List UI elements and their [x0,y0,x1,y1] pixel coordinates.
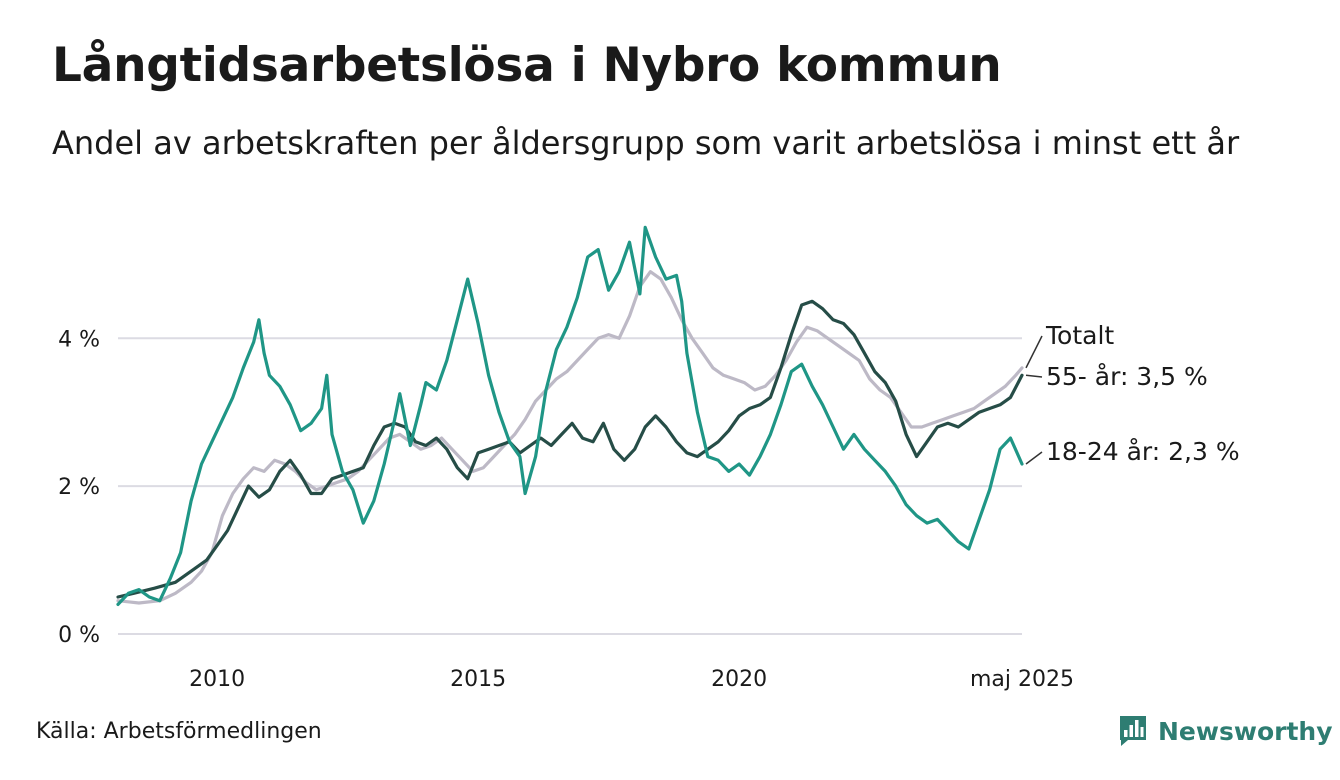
label-leader-line [1025,451,1043,465]
x-tick-label: maj 2025 [970,667,1074,692]
x-axis: 2010 2015 2020 maj 2025 [189,667,1074,692]
series-line [116,270,1024,605]
series-line [116,225,1024,606]
brand-logo: Newsworthy [1118,714,1333,748]
series-end-label: 18-24 år: 2,3 % [1046,437,1240,466]
newsworthy-logo-icon [1120,716,1146,746]
brand-name: Newsworthy [1158,716,1333,746]
y-tick-label: 0 % [58,623,100,648]
x-tick-label: 2015 [450,667,506,692]
y-tick-label: 2 % [58,475,100,500]
label-leader-line [1025,374,1043,378]
source-note: Källa: Arbetsförmedlingen [36,719,322,744]
y-tick-label: 4 % [58,327,100,352]
series-end-label: 55- år: 3,5 % [1046,362,1208,391]
series-lines [116,225,1024,606]
line-chart: 0 % 2 % 4 % 2010 2015 2020 maj 2025 Totalt 55-… [58,225,1240,692]
chart-title: Långtidsarbetslösa i Nybro kommun [52,38,1002,93]
end-labels: Totalt 55- år: 3,5 % 18-24 år: 2,3 % [1025,321,1240,466]
x-tick-label: 2020 [711,667,767,692]
y-axis: 0 % 2 % 4 % [58,327,100,648]
x-tick-label: 2010 [189,667,245,692]
label-leader-line [1025,335,1043,369]
gridlines [118,337,1022,635]
series-end-label: Totalt [1045,321,1114,350]
chart-subtitle: Andel av arbetskraften per åldersgrupp s… [52,124,1240,162]
series-line [116,299,1024,599]
